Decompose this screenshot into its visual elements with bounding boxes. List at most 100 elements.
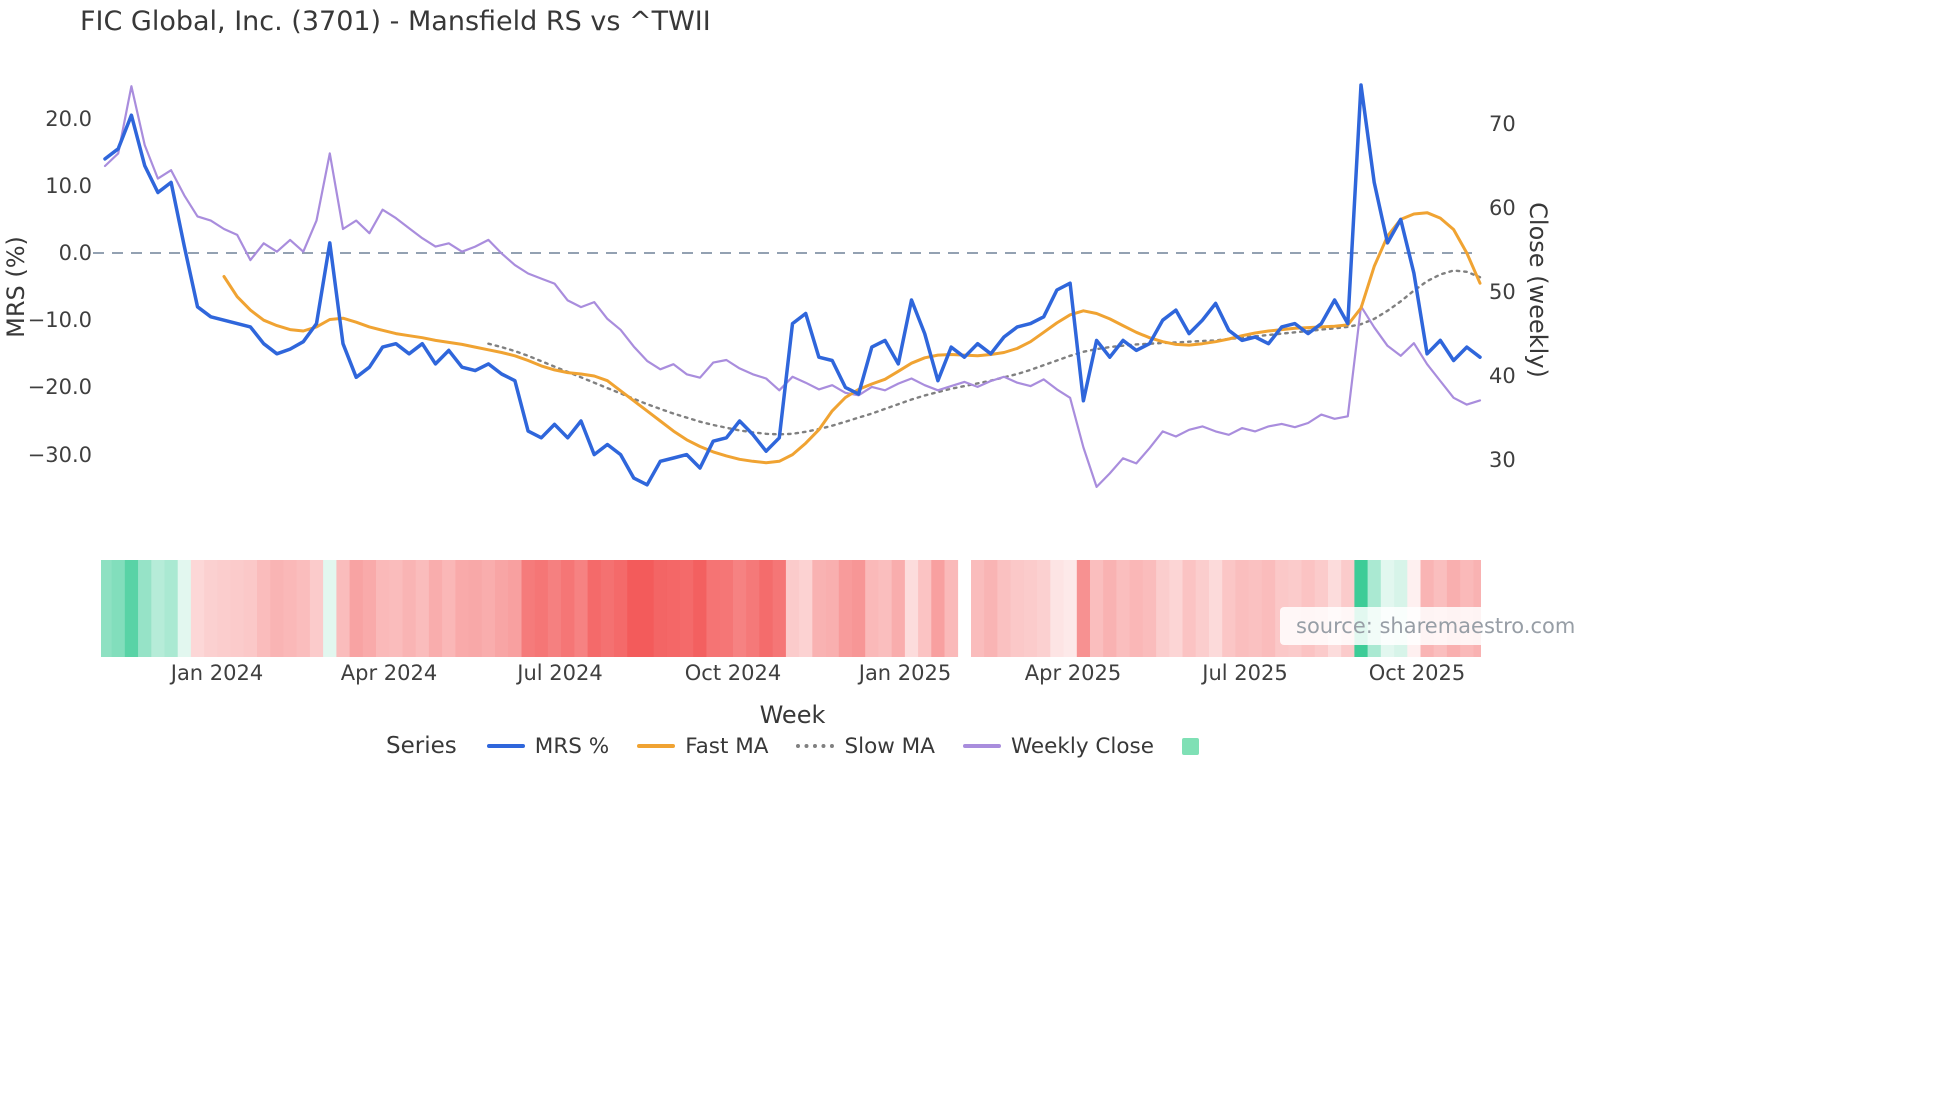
heatmap-cell <box>164 560 179 657</box>
heatmap-cell <box>838 560 853 657</box>
left-tick-label: −30.0 <box>27 442 92 467</box>
right-tick-label: 50 <box>1489 280 1516 304</box>
heatmap-cell <box>230 560 245 657</box>
heatmap-cell <box>468 560 483 657</box>
heatmap-cell <box>971 560 985 657</box>
heatmap-cell <box>574 560 588 657</box>
left-tick-label: 10.0 <box>45 173 92 198</box>
heatmap-cell <box>508 560 522 657</box>
heatmap-cell <box>1010 560 1025 657</box>
heatmap-cell <box>918 560 932 657</box>
heatmap-cell <box>1209 560 1223 657</box>
heatmap-cell <box>389 560 403 657</box>
heatmap-cell <box>614 560 628 657</box>
heatmap-cell <box>270 560 284 657</box>
x-tick-label: Apr 2025 <box>1024 661 1122 685</box>
heatmap-cell <box>561 560 575 657</box>
series-line-mrs- <box>103 83 1482 487</box>
heatmap-cell <box>931 560 945 657</box>
chart-title: FIC Global, Inc. (3701) - Mansfield RS v… <box>80 6 711 37</box>
legend-item-label: Weekly Close <box>1010 733 1154 759</box>
heatmap-cell <box>600 560 615 657</box>
left-tick-label: −10.0 <box>27 308 92 333</box>
legend-item-mrs-: MRS % <box>486 733 610 759</box>
heatmap-cell <box>785 560 800 657</box>
line-swatch-icon <box>796 744 835 748</box>
heatmap-cell <box>812 560 826 657</box>
heatmap-cell <box>759 560 773 657</box>
heatmap-cell <box>1235 560 1249 657</box>
heatmap-cell <box>719 560 734 657</box>
heatmap-cell <box>997 560 1011 657</box>
heatmap-cell <box>1142 560 1157 657</box>
heatmap-cell <box>534 560 549 657</box>
heatmap-cell <box>1182 560 1197 657</box>
heatmap-cell <box>693 560 707 657</box>
heatmap-cell <box>243 560 258 657</box>
heatmap-cell <box>1169 560 1183 657</box>
heatmap-cell <box>666 560 681 657</box>
watermark: source: sharemaestro.com <box>1280 607 1592 645</box>
right-tick-label: 60 <box>1489 196 1516 220</box>
heatmap-cell <box>190 560 205 657</box>
series-line-slow-ma <box>487 269 1482 436</box>
legend: Series MRS % Fast MA Slow MA Weekly Close <box>105 733 1480 759</box>
heatmap-cell <box>177 560 192 657</box>
right-tick-label: 30 <box>1489 448 1516 472</box>
heatmap-cell <box>257 560 271 657</box>
heatmap-cell <box>402 560 417 657</box>
left-tick-label: 20.0 <box>45 106 92 131</box>
heatmap-cell <box>1156 560 1170 657</box>
heatmap-cell <box>1103 560 1117 657</box>
heatmap-cell <box>1195 560 1210 657</box>
legend-item-fast-ma: Fast MA <box>637 734 768 759</box>
legend-item-label: MRS % <box>534 733 610 759</box>
heatmap-cell <box>428 560 443 657</box>
heatmap-cell <box>640 560 655 657</box>
heatmap-cell <box>283 560 298 657</box>
heatmap-cell <box>1050 560 1064 657</box>
line-swatch-icon <box>486 744 525 748</box>
heatmap-cell <box>627 560 641 657</box>
heatmap-cell <box>587 560 602 657</box>
heatmap-cell <box>349 560 364 657</box>
x-tick-label: Jul 2024 <box>517 661 603 685</box>
heatmap-cell <box>309 560 324 657</box>
heatmap-cell <box>138 560 152 657</box>
heatmap-swatch-icon <box>1181 737 1199 755</box>
heatmap-cell <box>772 560 787 657</box>
line-swatch-icon <box>637 744 676 748</box>
heatmap-cell <box>101 560 112 657</box>
heatmap-cell <box>547 560 562 657</box>
heatmap-cell <box>852 560 866 657</box>
heatmap-cell <box>124 560 139 657</box>
heatmap-cell <box>481 560 496 657</box>
right-axis-title: Close (weekly) <box>1524 202 1552 378</box>
heatmap-cell <box>455 560 469 657</box>
x-tick-label: Apr 2024 <box>340 661 438 685</box>
heatmap-cell <box>296 560 311 657</box>
heatmap-cell <box>944 560 959 657</box>
legend-title: Series <box>386 733 457 759</box>
heatmap-cell <box>984 560 998 657</box>
x-tick-label: Jan 2025 <box>858 661 952 685</box>
heatmap-cell <box>746 560 760 657</box>
heatmap-cell <box>495 560 509 657</box>
left-tick-label: −20.0 <box>27 375 92 400</box>
heatmap-cell <box>904 560 919 657</box>
heatmap-cell <box>1063 560 1078 657</box>
heatmap-cell <box>442 560 456 657</box>
heatmap-cell <box>376 560 390 657</box>
x-axis-title: Week <box>759 701 826 729</box>
heatmap-cell <box>1090 560 1104 657</box>
heatmap-cell <box>1037 560 1051 657</box>
heatmap-cell <box>415 560 430 657</box>
heatmap-cell <box>151 560 165 657</box>
x-tick-label: Oct 2025 <box>1368 661 1466 685</box>
heatmap-cell <box>680 560 694 657</box>
heatmap-cell <box>1248 560 1263 657</box>
heatmap-cell <box>706 560 721 657</box>
x-tick-label: Jan 2024 <box>170 661 264 685</box>
